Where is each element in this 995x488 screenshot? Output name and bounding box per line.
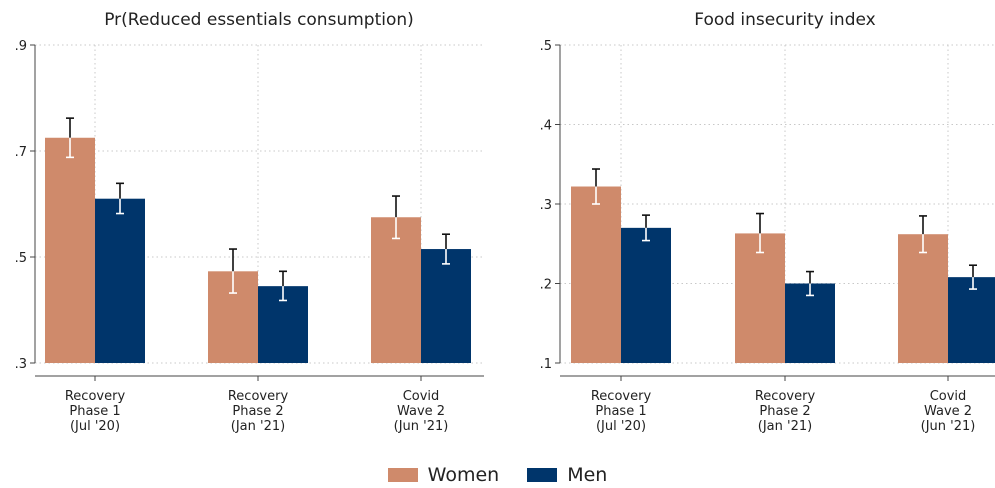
x-tick-label: (Jan '21) xyxy=(758,419,812,434)
x-tick-label: Wave 2 xyxy=(924,404,972,419)
x-tick-label: Phase 1 xyxy=(595,404,646,419)
x-tick-label: Wave 2 xyxy=(397,404,445,419)
legend: Women Men xyxy=(0,464,995,486)
y-tick-label: .4 xyxy=(540,119,552,134)
x-tick-label: Covid xyxy=(403,389,440,404)
x-tick-label: Phase 1 xyxy=(69,404,120,419)
bar-women xyxy=(898,234,948,363)
y-tick-label: .3 xyxy=(15,357,27,372)
bar-women xyxy=(371,217,421,363)
x-tick-label: Phase 2 xyxy=(759,404,810,419)
x-tick-label: Phase 2 xyxy=(232,404,283,419)
y-tick-label: .9 xyxy=(15,39,27,54)
x-tick-label: Recovery xyxy=(591,389,652,404)
legend-label-women: Women xyxy=(427,464,500,486)
x-tick-label: Covid xyxy=(930,389,967,404)
y-tick-label: .5 xyxy=(540,39,552,54)
chart-title-1: Pr(Reduced essentials consumption) xyxy=(104,10,414,30)
y-tick-label: .2 xyxy=(540,278,552,293)
bar-men xyxy=(621,227,671,363)
legend-swatch-women xyxy=(387,468,418,482)
y-tick-label: .1 xyxy=(540,357,552,372)
x-tick-label: Recovery xyxy=(755,389,816,404)
x-tick-label: (Jun '21) xyxy=(921,419,976,434)
legend-item-men: Men xyxy=(527,464,607,486)
x-tick-label: (Jul '20) xyxy=(596,419,646,434)
bar-men xyxy=(948,277,995,363)
y-tick-label: .5 xyxy=(15,251,27,266)
bar-men xyxy=(95,198,145,363)
x-tick-label: (Jan '21) xyxy=(231,419,285,434)
legend-label-men: Men xyxy=(567,464,608,486)
x-tick-label: Recovery xyxy=(228,389,289,404)
y-tick-label: .3 xyxy=(540,198,552,213)
bar-women xyxy=(45,137,95,363)
bar-women xyxy=(571,186,621,363)
x-tick-label: Recovery xyxy=(65,389,126,404)
bar-women xyxy=(735,233,785,363)
legend-swatch-men xyxy=(527,468,558,482)
x-tick-label: (Jun '21) xyxy=(394,419,449,434)
y-tick-label: .7 xyxy=(15,145,27,160)
x-tick-label: (Jul '20) xyxy=(70,419,120,434)
bar-men xyxy=(421,249,471,363)
chart-title-2: Food insecurity index xyxy=(694,10,875,30)
legend-item-women: Women xyxy=(387,464,500,486)
bar-men xyxy=(785,283,835,363)
